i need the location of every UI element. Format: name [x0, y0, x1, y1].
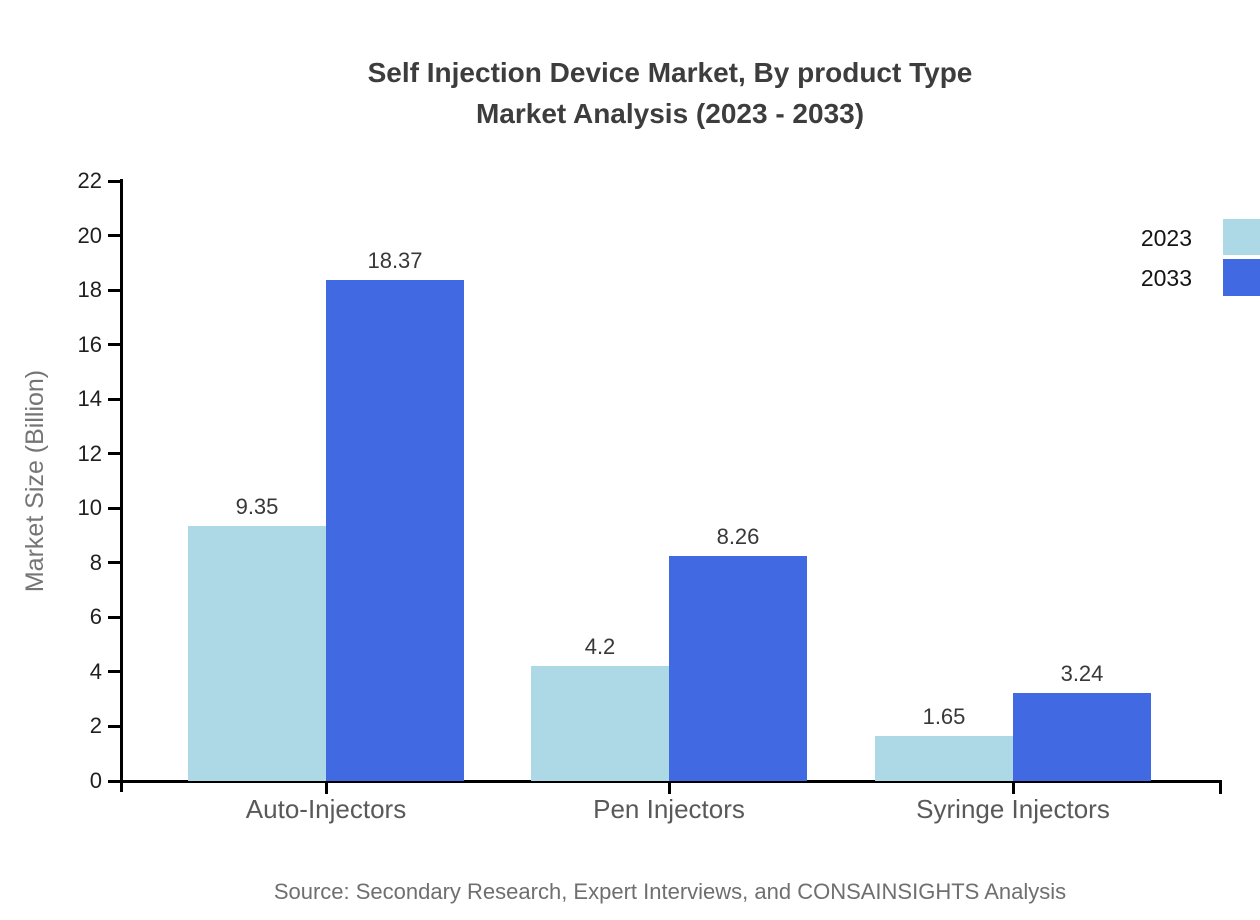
bar-2033-auto-injectors: [326, 280, 464, 781]
y-tick-mark: [108, 615, 122, 619]
bar-2033-pen-injectors: [669, 555, 807, 781]
x-tick-mark: [324, 781, 328, 794]
y-tick-label: 10: [77, 495, 102, 521]
category-label: Pen Injectors: [593, 794, 745, 824]
x-tick-mark: [1219, 781, 1222, 794]
y-tick-mark: [108, 724, 122, 728]
y-tick-label: 16: [77, 331, 102, 357]
category-label: Auto-Injectors: [245, 794, 407, 824]
y-tick-label: 0: [89, 768, 102, 793]
y-tick-label: 6: [89, 604, 102, 630]
bar-2033-syringe-injectors: [1013, 692, 1151, 781]
y-tick-mark: [108, 670, 122, 674]
x-axis-line: [108, 780, 1222, 783]
y-tick-mark: [108, 561, 122, 565]
chart-title-line-2: Market Analysis (2023 - 2033): [475, 98, 865, 129]
y-tick-label: 18: [77, 277, 102, 303]
y-tick-mark: [108, 234, 122, 238]
bar-value-label: 1.65: [922, 704, 966, 729]
y-tick-mark: [108, 779, 122, 783]
y-tick-label: 14: [77, 386, 102, 412]
bar-value-label: 8.26: [716, 523, 760, 549]
y-axis-line: [120, 179, 123, 792]
chart-title-line-1: Self Injection Device Market, By product…: [367, 57, 973, 88]
y-tick-mark: [108, 452, 122, 456]
legend-label-2033: 2033: [1140, 265, 1192, 291]
bar-2023-syringe-injectors: [875, 736, 1013, 781]
bar-value-label: 18.37: [367, 248, 423, 273]
y-tick-label: 12: [77, 440, 102, 466]
x-tick-mark: [667, 781, 671, 794]
legend-swatch-2023: [1223, 219, 1260, 255]
source-attribution: Source: Secondary Research, Expert Inter…: [273, 879, 1067, 904]
bar-value-label: 9.35: [235, 494, 279, 519]
legend-label-2023: 2023: [1140, 225, 1192, 251]
y-tick-mark: [108, 288, 122, 292]
x-tick-mark: [1011, 781, 1015, 794]
bar-2023-pen-injectors: [531, 666, 669, 781]
y-tick-mark: [108, 179, 122, 183]
y-tick-mark: [108, 506, 122, 510]
y-tick-label: 8: [89, 549, 102, 575]
bar-2023-auto-injectors: [188, 526, 326, 781]
y-tick-mark: [108, 397, 122, 401]
y-tick-label: 20: [77, 222, 102, 248]
y-tick-mark: [108, 343, 122, 347]
bar-value-label: 3.24: [1060, 660, 1104, 686]
y-tick-label: 2: [89, 713, 102, 739]
y-tick-label: 22: [77, 168, 102, 193]
y-tick-label: 4: [89, 658, 102, 684]
legend-swatch-2033: [1223, 259, 1260, 296]
chart-title: Self Injection Device Market, By product…: [90, 52, 1250, 134]
category-label: Syringe Injectors: [916, 794, 1110, 824]
bar-value-label: 4.2: [584, 634, 616, 660]
